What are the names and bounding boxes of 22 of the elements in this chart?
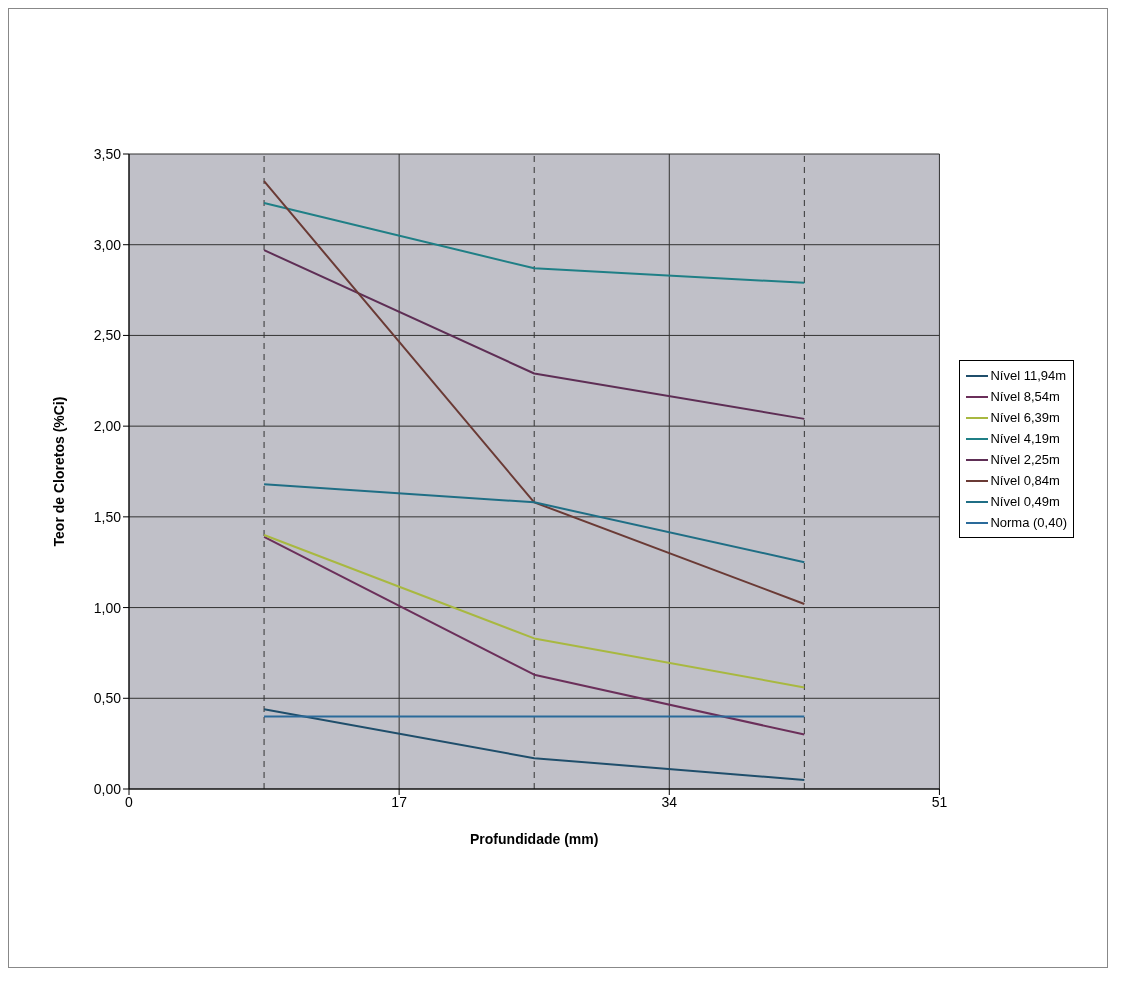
legend-label: Nível 11,94m xyxy=(990,368,1067,383)
y-tick-label: 2,50 xyxy=(93,327,122,344)
legend-label: Nível 6,39m xyxy=(990,410,1060,425)
y-tick-label: 1,00 xyxy=(93,599,122,616)
y-tick-label: 1,50 xyxy=(93,508,122,525)
y-tick-label: 3,00 xyxy=(93,236,122,253)
x-tick-label: 51 xyxy=(931,793,948,810)
legend-label: Nível 2,25m xyxy=(990,452,1060,467)
y-axis-title: Teor de Cloretos (%Ci) xyxy=(50,396,67,547)
legend-label: Nível 0,49m xyxy=(990,494,1060,509)
legend-label: Nível 4,19m xyxy=(990,431,1060,446)
legend-label: Norma (0,40) xyxy=(990,515,1067,530)
y-tick-label: 2,00 xyxy=(93,418,122,435)
y-tick-label: 3,50 xyxy=(93,145,122,162)
legend-label: Nível 0,84m xyxy=(990,473,1060,488)
x-tick-label: 0 xyxy=(125,793,134,810)
y-tick-label: 0,00 xyxy=(93,780,122,797)
x-axis-title: Profundidade (mm) xyxy=(470,831,599,847)
legend-label: Nível 8,54m xyxy=(990,389,1060,404)
x-tick-label: 34 xyxy=(661,793,678,810)
x-tick-label: 17 xyxy=(391,793,408,810)
y-tick-label: 0,50 xyxy=(93,690,122,707)
